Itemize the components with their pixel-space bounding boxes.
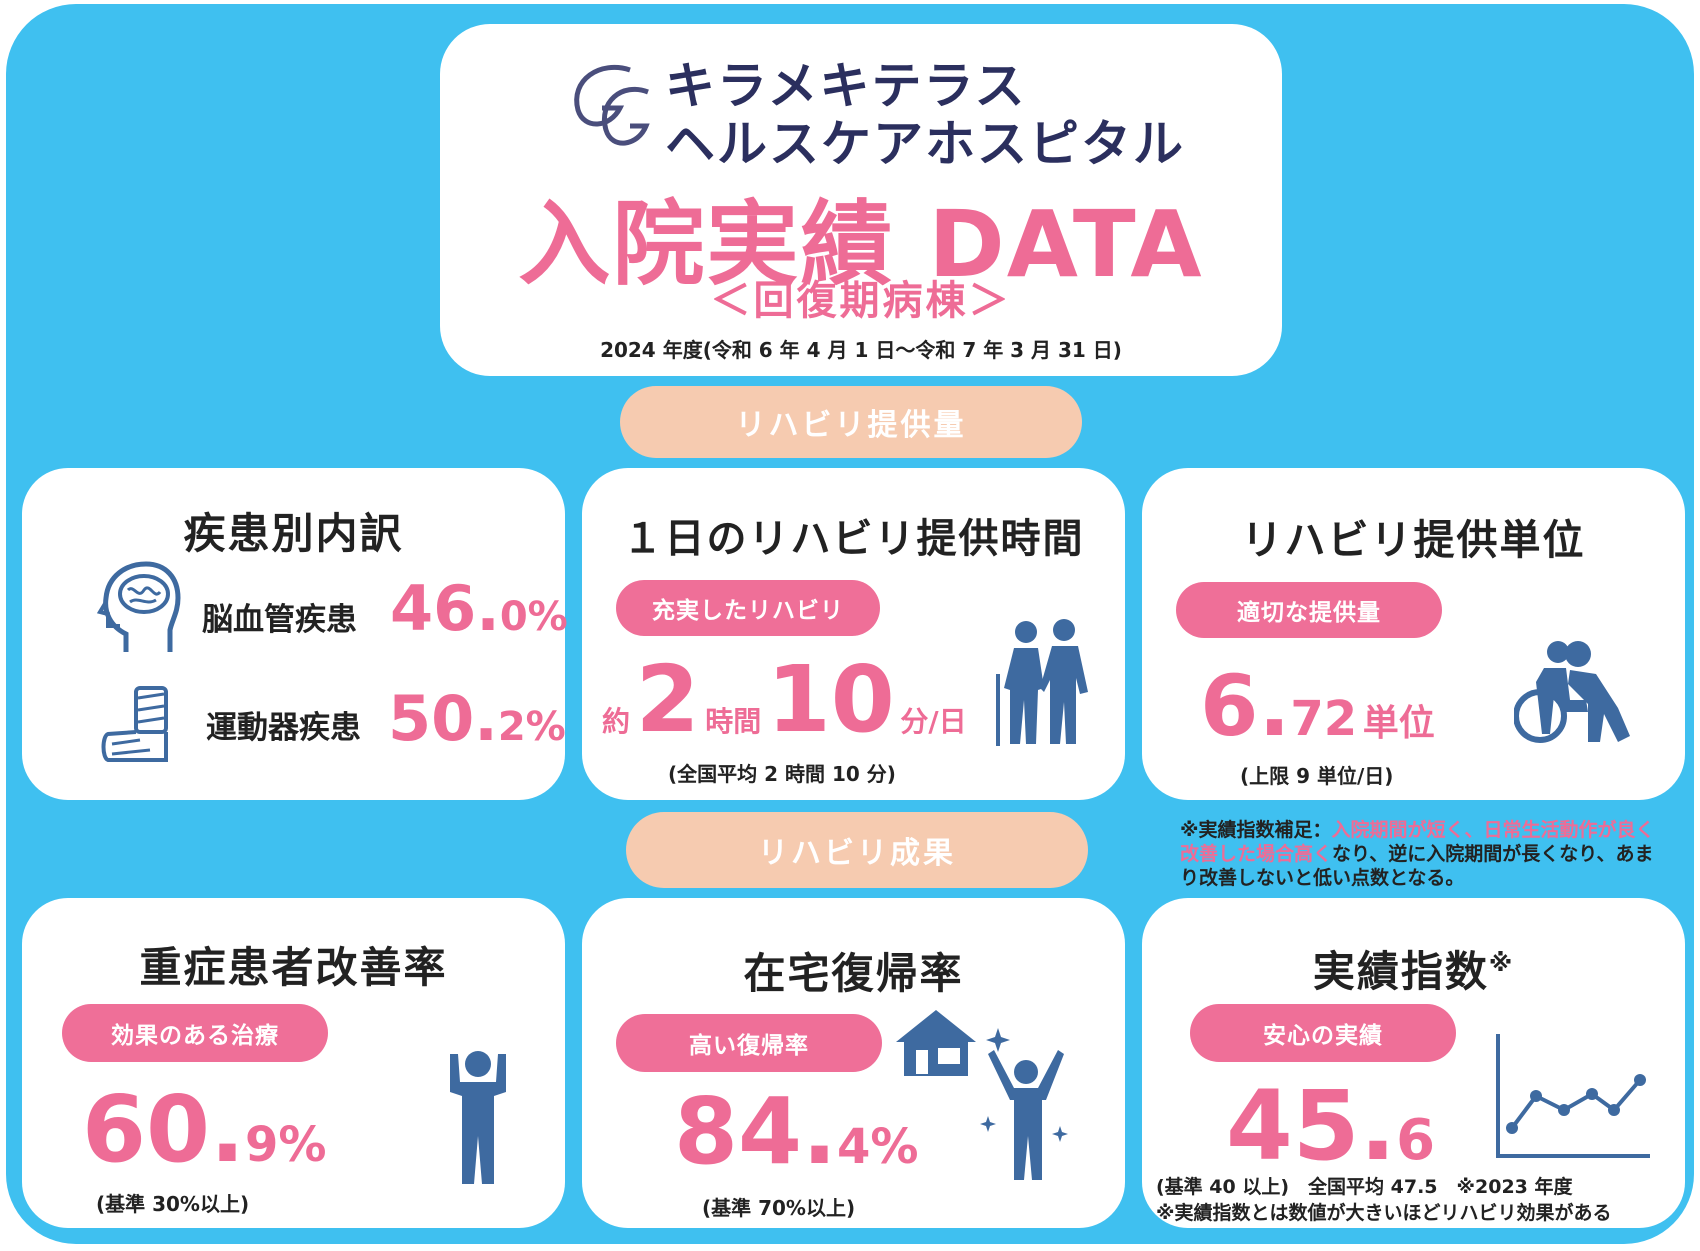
daily-time-note: (全国平均 2 時間 10 分) [668,762,896,786]
severe-value: 60.9% [82,1084,326,1176]
cerebro-value-int: 46. [390,572,500,645]
units-heading: リハビリ提供単位 [1241,516,1586,564]
person-cheer-icon [980,1028,1068,1180]
wheelchair-assist-icon [1514,641,1630,743]
section-label-results: リハビリ成果 [626,812,1088,888]
footnote-rest: なり、逆に入院期間が長くなり、あまり改善しないと低い点数となる。 [1180,843,1654,889]
daily-time-hours: 2 [635,646,700,753]
index-heading-mark: ※ [1488,949,1515,977]
index-note1: (基準 40 以上) 全国平均 47.5 ※2023 年度 [1156,1176,1573,1198]
home-value: 84.4% [674,1086,918,1178]
header-card: キラメキテラス ヘルスケアホスピタル 入院実績 DATA ＜回復期病棟＞ 202… [440,24,1282,376]
units-value-unit: 単位 [1362,703,1435,744]
index-heading: 実績指数※ [1142,938,1685,999]
index-heading-text: 実績指数 [1312,947,1489,996]
disease-heading: 疾患別内訳 [183,509,404,558]
severe-note: (基準 30%以上) [96,1192,250,1216]
hospital-name-line2: ヘルスケアホスピタル [665,115,1185,173]
page-title: 入院実績 DATA [518,191,1204,298]
ortho-value-int: 50. [388,682,498,755]
person-strong-icon [450,1051,506,1184]
logo-mark-icon [574,64,650,146]
disease-card: 疾患別内訳 脳血管疾患 46.0% 運動器疾患 50.2% [22,468,568,800]
daily-time-prefix: 約 [602,705,631,738]
walking-assist-icon [996,619,1088,746]
line-chart-icon [1496,1034,1650,1158]
footnote-highlight: 入院期間が短く、日常生活動作が良く改善した場合高く [1180,819,1655,865]
home-note: (基準 70%以上) [702,1196,856,1220]
home-heading: 在宅復帰率 [743,949,964,998]
units-value: 6.72 単位 [1200,664,1435,748]
daily-time-card: １日のリハビリ提供時間 充実したリハビリ 約 2 時間 10 分/日 (全国平均… [582,468,1125,800]
page-subtitle: ＜回復期病棟＞ [710,278,1012,324]
daily-time-hours-unit: 時間 [705,705,762,738]
index-footnote: ※実績指数補足：入院期間が短く、日常生活動作が良く改善した場合高くなり、逆に入院… [1180,818,1670,890]
ortho-label: 運動器疾患 [206,710,361,746]
severe-badge: 効果のある治療 [62,1004,328,1062]
severe-card: 重症患者改善率 効果のある治療 60.9% (基準 30%以上) [22,898,565,1228]
daily-time-heading: １日のリハビリ提供時間 [622,516,1085,562]
house-icon [896,1010,976,1076]
units-badge: 適切な提供量 [1176,582,1442,638]
brain-head-icon [96,561,181,652]
index-value-dec: 6 [1396,1108,1436,1173]
severe-heading: 重症患者改善率 [139,943,448,992]
units-card: リハビリ提供単位 適切な提供量 6.72 単位 (上限 9 単位/日) [1142,468,1685,800]
severe-value-dec: 9% [244,1117,327,1173]
severe-value-int: 60. [82,1076,245,1183]
footnote-prefix: ※実績指数補足： [1180,819,1332,841]
ortho-value: 50.2% [388,688,566,750]
home-badge: 高い復帰率 [616,1014,882,1072]
units-value-dec: 72 [1290,691,1358,747]
cast-leg-icon [101,686,168,762]
ortho-value-dec: 2% [497,704,566,750]
index-value-int: 45. [1226,1070,1397,1182]
home-value-dec: 4% [836,1119,919,1175]
cerebro-value: 46.0% [390,578,568,640]
section-label-supply: リハビリ提供量 [620,386,1082,458]
daily-time-badge: 充実したリハビリ [616,580,880,636]
period-text: 2024 年度(令和 6 年 4 月 1 日～令和 7 年 3 月 31 日) [600,338,1122,362]
units-note: (上限 9 単位/日) [1240,764,1394,788]
index-badge: 安心の実績 [1190,1004,1456,1062]
home-card: 在宅復帰率 高い復帰率 84.4% (基準 70%以上) [582,898,1125,1228]
daily-time-minutes: 10 [766,646,895,753]
daily-time-minutes-unit: 分/日 [900,705,967,738]
home-value-int: 84. [674,1078,837,1185]
cerebro-label: 脳血管疾患 [202,602,357,638]
hospital-name-line1: キラメキテラス [665,57,1027,115]
units-value-int: 6. [1200,657,1291,755]
index-note2: ※実績指数とは数値が大きいほどリハビリ効果がある [1156,1202,1612,1224]
cerebro-value-dec: 0% [499,594,568,640]
index-value: 45.6 [1226,1078,1435,1174]
index-card: 実績指数※ 安心の実績 45.6 (基準 40 以上) 全国平均 47.5 ※2… [1142,898,1685,1228]
daily-time-value: 約 2 時間 10 分/日 [602,654,967,746]
